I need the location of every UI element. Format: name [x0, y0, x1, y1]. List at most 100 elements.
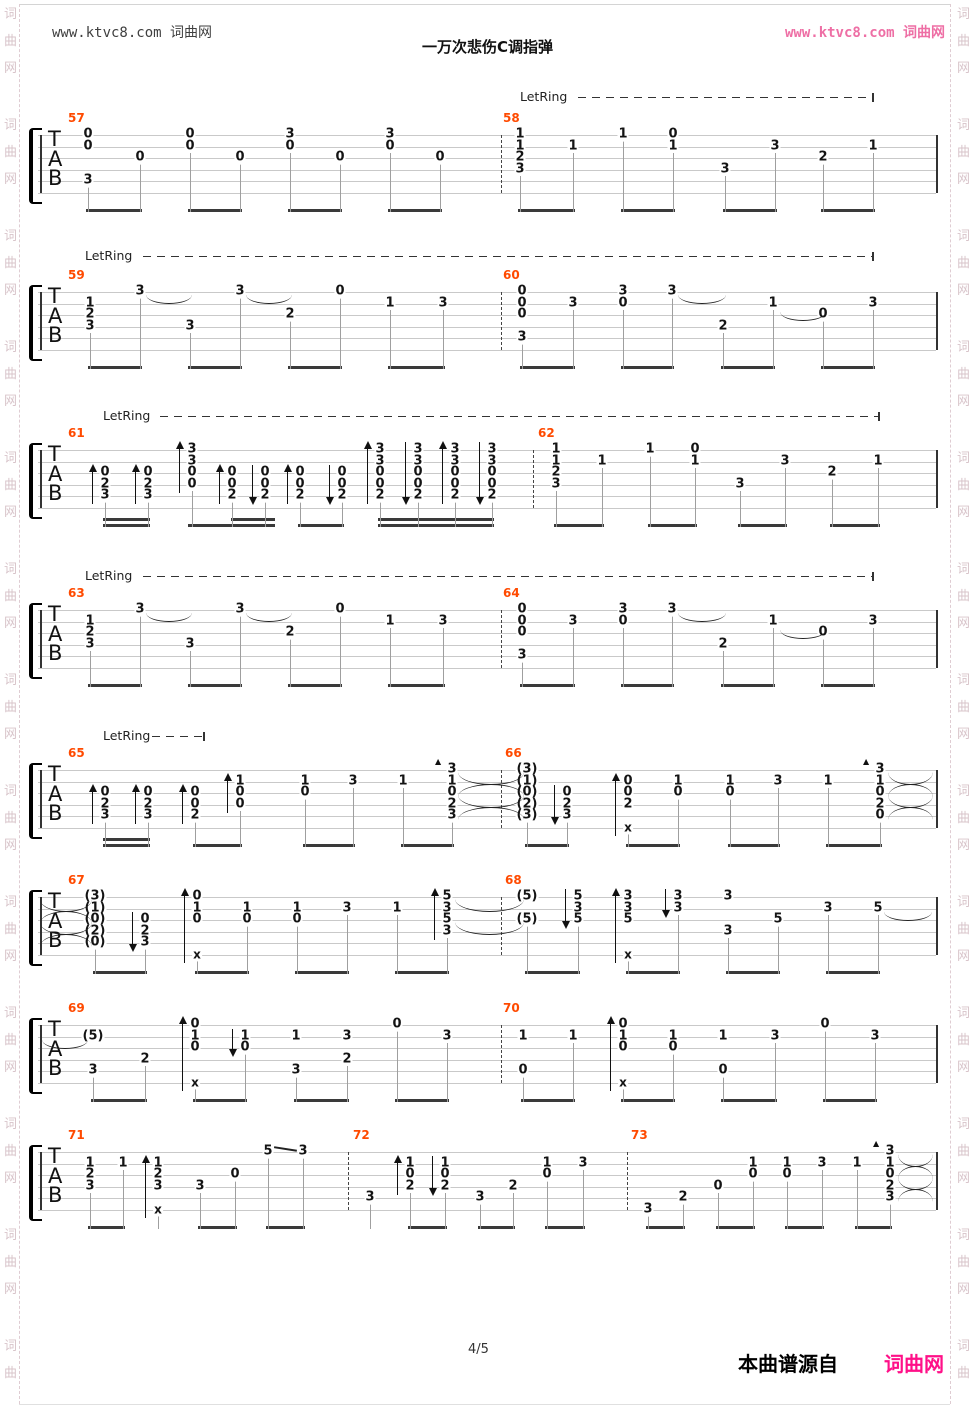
beam	[826, 971, 880, 974]
system-bracket	[29, 128, 42, 204]
system-bracket	[29, 285, 42, 361]
strum-up-arrow-icon	[393, 1154, 402, 1163]
tab-note: 1	[550, 441, 562, 457]
tab-note: 3	[550, 476, 562, 492]
watermark-text: 词	[4, 7, 18, 22]
note-stem	[492, 502, 493, 527]
watermark-text: 词	[4, 895, 18, 910]
staff-line	[38, 315, 936, 317]
note-stem	[623, 627, 624, 687]
tab-note: 3	[134, 283, 146, 299]
let-ring-label: LetRing	[103, 408, 151, 423]
note-stem	[678, 799, 679, 847]
note-stem	[93, 1077, 94, 1102]
beam	[521, 1099, 575, 1102]
tab-note: 2	[341, 1051, 353, 1067]
note-stem	[410, 1192, 411, 1229]
staff-line	[38, 338, 936, 340]
tab-note: 1	[747, 1155, 759, 1171]
tab-note: 5	[441, 888, 453, 904]
note-stem	[390, 152, 391, 212]
tab-note: 2	[99, 796, 111, 812]
beam	[554, 524, 604, 527]
tab-note: 3	[99, 808, 111, 824]
note-stem	[245, 1054, 246, 1102]
tab-note: 1	[689, 453, 701, 469]
tab-note: 3	[341, 900, 353, 916]
tab-note: 2	[622, 796, 634, 812]
muted-string-x: x	[623, 947, 633, 962]
watermark-text: 词	[957, 7, 971, 22]
tab-note: 3	[572, 900, 584, 916]
note-stem	[200, 1192, 201, 1229]
beam	[821, 366, 875, 369]
tab-note: 1	[446, 773, 458, 789]
watermark-text: 网	[4, 283, 18, 298]
let-ring-end-tick	[872, 252, 874, 261]
tab-note: 3	[672, 900, 684, 916]
tab-note: 3	[867, 295, 879, 311]
tab-note: 1	[152, 1155, 164, 1171]
watermark-text: 词	[4, 118, 18, 133]
tab-note: 3	[437, 295, 449, 311]
beam	[188, 209, 242, 212]
tie-arc	[40, 933, 92, 948]
barline	[501, 135, 502, 193]
watermark-text: 网	[4, 616, 18, 631]
strum-up-arrow-icon	[88, 784, 97, 793]
note-stem	[523, 1077, 524, 1102]
note-stem	[297, 926, 298, 974]
tab-note: 0	[139, 911, 151, 927]
let-ring-label: LetRing	[85, 248, 133, 263]
note-stem	[857, 1169, 858, 1229]
tab-note: 0	[142, 784, 154, 800]
tab-note: 2	[284, 306, 296, 322]
strum-up-arrow-icon	[611, 772, 620, 781]
staff-line	[38, 158, 936, 160]
strum-up-arrow-icon	[606, 1016, 615, 1024]
watermark-text: 曲	[4, 811, 18, 826]
note-stem	[785, 467, 786, 527]
watermark-text: 曲	[4, 478, 18, 493]
tab-note: 1	[717, 1028, 729, 1044]
strum-arrow-shaft	[397, 1161, 399, 1195]
source-site-link[interactable]: 词曲网	[884, 1352, 944, 1376]
slur-arc	[246, 294, 292, 304]
barline-start	[40, 610, 42, 668]
tab-note: 0	[667, 1039, 679, 1055]
tab-note: 0	[142, 464, 154, 480]
strum-arrow-shaft	[135, 471, 137, 505]
staff-line	[38, 1036, 936, 1038]
measure-number: 71	[68, 1128, 85, 1142]
watermark-text: 网	[4, 394, 18, 409]
strum-arrow-shaft	[232, 1028, 234, 1051]
system-bracket	[29, 443, 42, 519]
note-stem	[296, 1077, 297, 1102]
strum-up-arrow-icon	[363, 441, 372, 449]
tab-note: 0	[226, 476, 238, 492]
beam	[478, 1226, 515, 1229]
watermark-text: 曲	[957, 367, 971, 382]
strum-arrow-shaft	[252, 465, 254, 499]
tab-note: 2	[84, 306, 96, 322]
tab-note: 2	[374, 488, 386, 504]
tab-note: 0	[234, 796, 246, 812]
strum-down-arrow-icon	[661, 909, 670, 918]
tab-note: 0	[724, 784, 736, 800]
slur-arc	[42, 1039, 88, 1049]
note-stem	[123, 1169, 124, 1229]
watermark-text: 曲	[4, 1144, 18, 1159]
tab-note: 0	[449, 464, 461, 480]
tab-note: 1	[617, 1028, 629, 1044]
note-stem	[140, 616, 141, 687]
note-stem	[513, 1192, 514, 1229]
note-stem	[825, 1031, 826, 1102]
tab-note: 1	[822, 773, 834, 789]
note-stem	[522, 662, 523, 687]
tab-note: 3	[722, 888, 734, 904]
slur-arc	[146, 612, 192, 622]
beam	[103, 844, 150, 847]
tab-clef-letter: B	[48, 481, 63, 505]
tie-arc	[458, 806, 524, 821]
tab-note: 1	[291, 900, 303, 916]
